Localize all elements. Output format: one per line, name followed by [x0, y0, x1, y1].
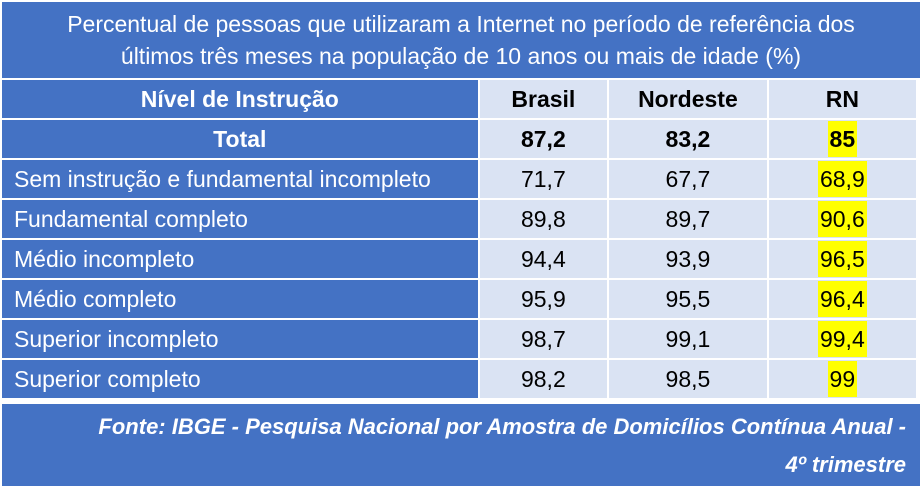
- highlighted-value: 90,6: [817, 201, 867, 237]
- table-title: Percentual de pessoas que utilizaram a I…: [2, 2, 920, 78]
- total-row: Total 87,2 83,2 85: [2, 120, 916, 158]
- source-footer: Fonte: IBGE - Pesquisa Nacional por Amos…: [2, 404, 920, 486]
- cell-nordeste: 93,9: [609, 240, 767, 278]
- highlighted-value: 96,5: [817, 241, 867, 277]
- table-row: Superior completo 98,2 98,5 99: [2, 360, 916, 398]
- cell-rn: 99: [768, 360, 916, 398]
- row-label: Médio incompleto: [2, 240, 478, 278]
- cell-brasil: 71,7: [479, 160, 608, 198]
- row-label: Superior incompleto: [2, 320, 478, 358]
- title-line-1: Percentual de pessoas que utilizaram a I…: [67, 11, 855, 37]
- total-label: Total: [2, 120, 478, 158]
- header-rn: RN: [768, 80, 916, 118]
- data-table: Nível de Instrução Brasil Nordeste RN To…: [0, 78, 918, 400]
- cell-brasil: 98,7: [479, 320, 608, 358]
- cell-brasil: 95,9: [479, 280, 608, 318]
- cell-rn: 68,9: [768, 160, 916, 198]
- table-row: Médio completo 95,9 95,5 96,4: [2, 280, 916, 318]
- footer-line-1: Fonte: IBGE - Pesquisa Nacional por Amos…: [98, 414, 906, 439]
- cell-nordeste: 95,5: [609, 280, 767, 318]
- row-label: Superior completo: [2, 360, 478, 398]
- row-label: Sem instrução e fundamental incompleto: [2, 160, 478, 198]
- row-label: Médio completo: [2, 280, 478, 318]
- highlighted-value: 85: [827, 121, 858, 157]
- header-nordeste: Nordeste: [609, 80, 767, 118]
- header-nivel: Nível de Instrução: [2, 80, 478, 118]
- highlighted-value: 99,4: [817, 321, 867, 357]
- cell-rn: 99,4: [768, 320, 916, 358]
- cell-nordeste: 89,7: [609, 200, 767, 238]
- table-row: Fundamental completo 89,8 89,7 90,6: [2, 200, 916, 238]
- title-line-2: últimos três meses na população de 10 an…: [120, 43, 802, 69]
- footer-line-2: 4º trimestre: [785, 452, 906, 477]
- highlighted-value: 96,4: [817, 281, 867, 317]
- cell-brasil: 94,4: [479, 240, 608, 278]
- cell-nordeste: 98,5: [609, 360, 767, 398]
- row-label: Fundamental completo: [2, 200, 478, 238]
- total-rn: 85: [768, 120, 916, 158]
- cell-nordeste: 99,1: [609, 320, 767, 358]
- highlighted-value: 68,9: [817, 161, 867, 197]
- header-row: Nível de Instrução Brasil Nordeste RN: [2, 80, 916, 118]
- cell-rn: 90,6: [768, 200, 916, 238]
- table-row: Sem instrução e fundamental incompleto 7…: [2, 160, 916, 198]
- total-nordeste: 83,2: [609, 120, 767, 158]
- cell-rn: 96,5: [768, 240, 916, 278]
- highlighted-value: 99: [827, 361, 858, 397]
- cell-brasil: 98,2: [479, 360, 608, 398]
- table-row: Médio incompleto 94,4 93,9 96,5: [2, 240, 916, 278]
- cell-rn: 96,4: [768, 280, 916, 318]
- cell-nordeste: 67,7: [609, 160, 767, 198]
- total-brasil: 87,2: [479, 120, 608, 158]
- table-row: Superior incompleto 98,7 99,1 99,4: [2, 320, 916, 358]
- header-brasil: Brasil: [479, 80, 608, 118]
- cell-brasil: 89,8: [479, 200, 608, 238]
